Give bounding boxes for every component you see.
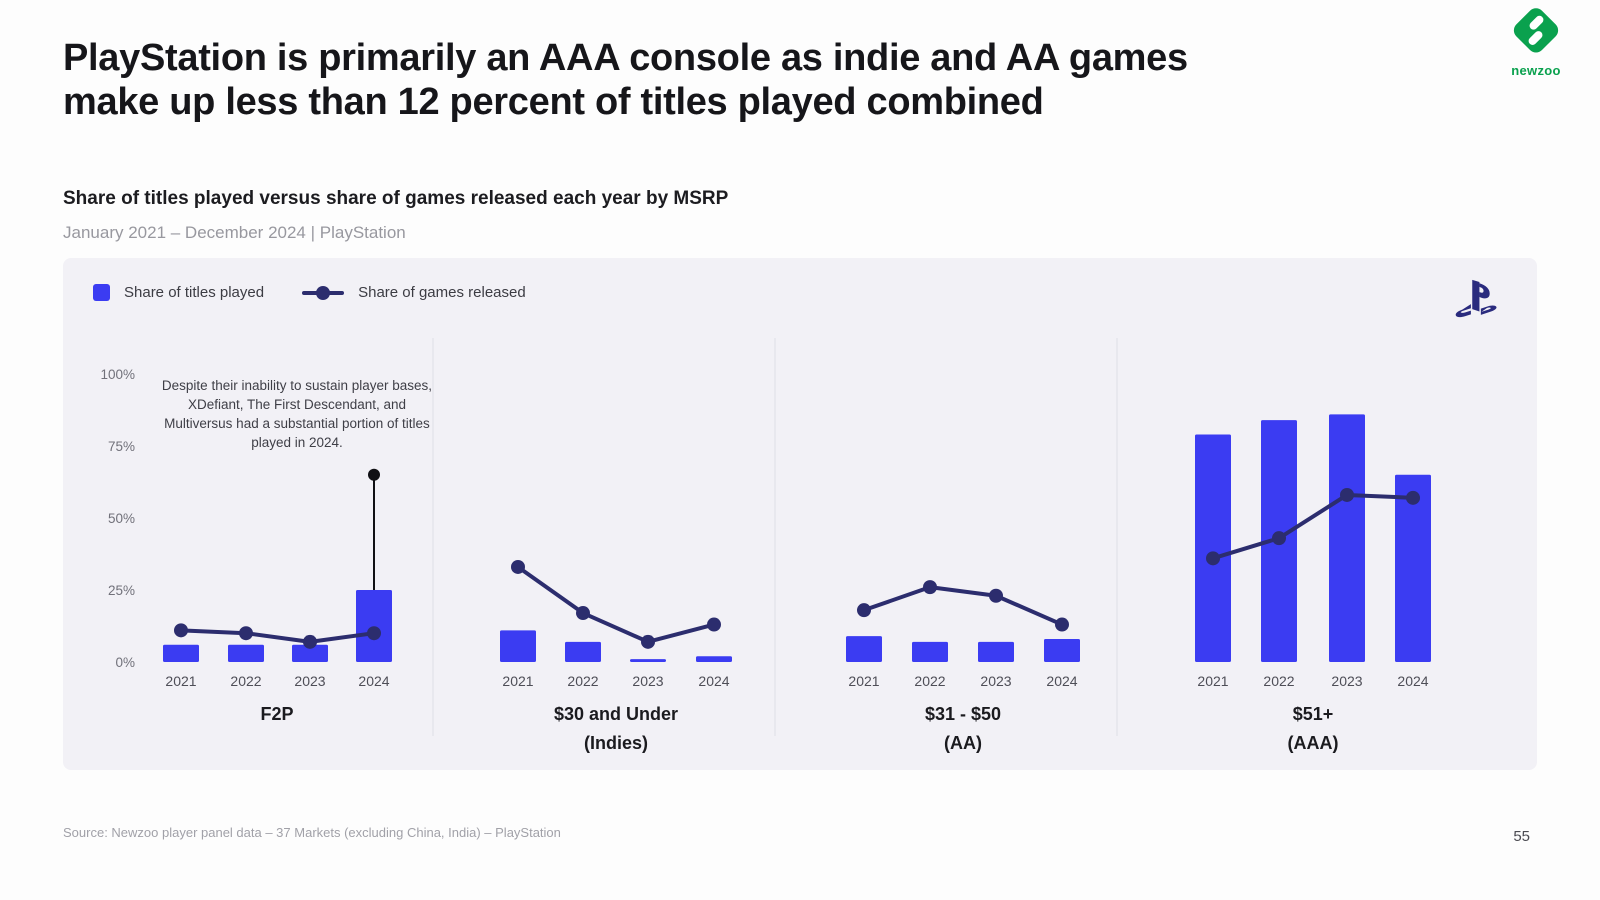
annotation-text: Despite their inability to sustain playe… xyxy=(161,378,433,451)
svg-text:75%: 75% xyxy=(108,439,135,454)
newzoo-wordmark: newzoo xyxy=(1511,63,1561,78)
page-number: 55 xyxy=(1513,828,1530,845)
svg-text:2023: 2023 xyxy=(1331,673,1362,689)
svg-text:2024: 2024 xyxy=(698,673,729,689)
newzoo-diamond-icon xyxy=(1513,8,1559,53)
svg-text:2023: 2023 xyxy=(294,673,325,689)
chart-legend: Share of titles played Share of games re… xyxy=(93,284,550,301)
chart-period: January 2021 – December 2024 | PlayStati… xyxy=(63,223,406,242)
chart-card: 100% 75% 50% 25% 0% 2021 2022 2023 2024 2021 2022 2… xyxy=(63,258,1537,770)
svg-text:2021: 2021 xyxy=(165,673,196,689)
legend-label-games-released: Share of games released xyxy=(358,284,526,301)
svg-text:2024: 2024 xyxy=(358,673,389,689)
svg-text:100%: 100% xyxy=(100,367,135,382)
panel-label-f2p: F2P xyxy=(260,704,294,724)
svg-text:2022: 2022 xyxy=(1263,673,1294,689)
svg-text:25%: 25% xyxy=(108,583,135,598)
svg-text:2022: 2022 xyxy=(914,673,945,689)
svg-text:2024: 2024 xyxy=(1397,673,1428,689)
svg-text:2021: 2021 xyxy=(502,673,533,689)
svg-text:2023: 2023 xyxy=(980,673,1011,689)
chart-plot: 100% 75% 50% 25% 0% 2021 2022 2023 2024 2021 2022 2… xyxy=(100,338,1431,736)
panel-label-51-plus: $51+ (AAA) xyxy=(1287,704,1339,753)
svg-text:2021: 2021 xyxy=(1197,673,1228,689)
playstation-logo-icon xyxy=(1455,279,1497,318)
source-note: Source: Newzoo player panel data – 37 Ma… xyxy=(63,825,561,840)
svg-text:2021: 2021 xyxy=(848,673,879,689)
svg-text:2023: 2023 xyxy=(632,673,663,689)
svg-text:2022: 2022 xyxy=(230,673,261,689)
newzoo-logo: newzoo xyxy=(1500,8,1572,78)
panel-label-30-and-under: $30 and Under (Indies) xyxy=(553,704,679,753)
page-title: PlayStation is primarily an AAA console … xyxy=(63,36,1403,124)
line-marker-icon xyxy=(302,285,345,300)
svg-text:50%: 50% xyxy=(108,511,135,526)
bar-swatch-icon xyxy=(93,284,110,301)
title-line-1: PlayStation is primarily an AAA console … xyxy=(63,37,1188,79)
chart-subtitle: Share of titles played versus share of g… xyxy=(63,188,729,209)
panel-label-31-50: $31 - $50 (AA) xyxy=(924,704,1002,753)
svg-text:2024: 2024 xyxy=(1046,673,1077,689)
title-line-2: make up less than 12 percent of titles p… xyxy=(63,81,1044,124)
svg-text:2022: 2022 xyxy=(567,673,598,689)
svg-text:0%: 0% xyxy=(115,655,135,670)
legend-label-titles-played: Share of titles played xyxy=(124,284,265,301)
